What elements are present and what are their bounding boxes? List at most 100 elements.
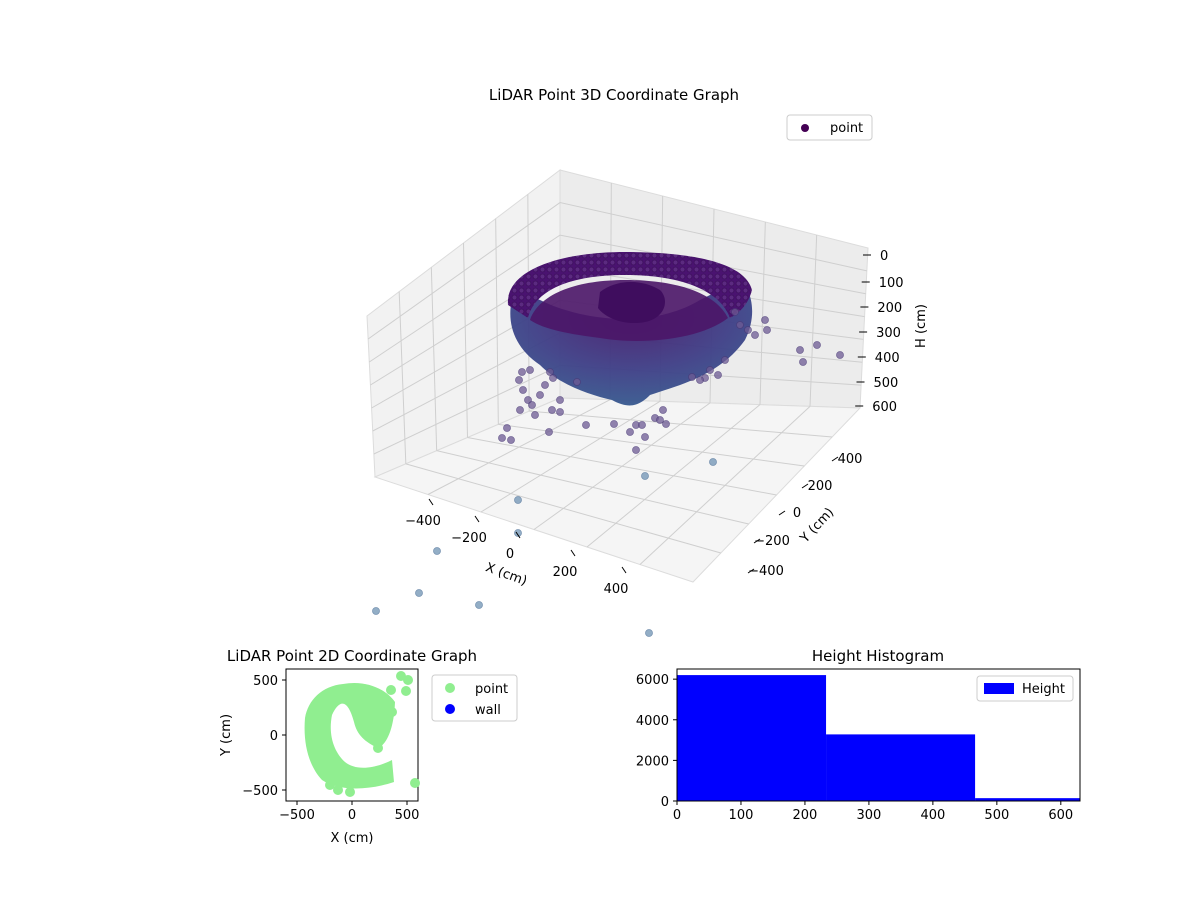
scatter-point-3d	[706, 366, 714, 374]
scatter-point-3d	[763, 326, 771, 334]
legend-3d-marker	[801, 124, 809, 132]
z-tick-label-3d: 600	[872, 400, 897, 415]
scatter-point-3d	[531, 411, 539, 419]
scatter-point-3d	[526, 366, 534, 374]
scatter-point-3d	[372, 607, 380, 615]
scatter-point-3d	[813, 341, 821, 349]
scatter-point-3d	[503, 424, 511, 432]
y-tick-label-3d: 400	[838, 452, 863, 467]
x-tick-label-hist: 200	[793, 808, 818, 823]
z-axis-3d: 0 100 200 300 400 500 600	[855, 249, 904, 415]
scatter-point-3d	[573, 378, 581, 386]
point-cloud-2d	[304, 671, 420, 797]
y-tick-label-hist: 0	[661, 795, 669, 810]
histogram: Height Histogram 0 100 200 300 400 500 6000200…	[636, 647, 1081, 823]
y-axis-3d: −400 −2000 200 400	[747, 452, 863, 579]
scatter-point-3d	[433, 547, 441, 555]
scatter-point-3d	[751, 331, 759, 339]
legend-3d: point	[786, 114, 873, 141]
y-tick-label-2d: 0	[270, 729, 278, 744]
x-tick-label-3d: 400	[604, 582, 629, 597]
scatter-point-3d	[536, 391, 544, 399]
scatter-point-3d	[696, 376, 704, 384]
y-tick-3d	[753, 538, 761, 544]
x-tick-label-2d: −500	[279, 808, 315, 823]
y-tick-label-2d: −500	[242, 784, 278, 799]
z-tick-label-3d: 500	[874, 376, 899, 391]
legend-2d: point wall	[431, 674, 518, 722]
scatter-point-3d	[688, 373, 696, 381]
scatter-point-3d	[475, 601, 483, 609]
scatter-point-3d	[514, 496, 522, 504]
scatter-point-3d	[799, 358, 807, 366]
scatter-point-3d	[641, 472, 649, 480]
histogram-bar	[677, 675, 827, 801]
scatter-3d-outliers	[372, 308, 844, 637]
y-axis-label-3d: Y (cm)	[797, 505, 837, 547]
histogram-frame	[676, 668, 1081, 802]
plot2d-title: LiDAR Point 2D Coordinate Graph	[227, 647, 477, 665]
scatter-point-3d	[556, 408, 564, 416]
scatter-point-3d	[659, 406, 667, 414]
plot2d-ylabel: Y (cm)	[219, 714, 234, 757]
x-tick-3d	[515, 531, 521, 539]
x-tick-3d	[428, 498, 434, 506]
grid-line	[463, 242, 468, 438]
y-tick-label-2d: 500	[253, 674, 278, 689]
x-tick-label-hist: 500	[984, 808, 1009, 823]
y-tick-label-hist: 4000	[636, 714, 669, 729]
y-tick-label-3d: 200	[808, 479, 833, 494]
bowl-rim	[507, 252, 752, 318]
x-tick-label-3d: 0	[506, 547, 514, 562]
scatter-point-3d	[638, 421, 646, 429]
legend-2d-marker-point	[445, 683, 455, 693]
scatter-point-3d	[519, 386, 527, 394]
x-tick-label-3d: −400	[405, 514, 441, 529]
plot2d-xlabel: X (cm)	[331, 831, 374, 846]
grid-line	[529, 410, 833, 438]
scatter-point-3d	[498, 434, 506, 442]
scatter-point-3d	[556, 396, 564, 404]
scatter-point-3d	[582, 421, 590, 429]
plot3d: LiDAR Point 3D Coordinate Graph	[366, 86, 929, 637]
scatter-point-3d	[731, 308, 739, 316]
legend-2d-label-point: point	[475, 682, 508, 697]
x-tick-3d	[621, 566, 627, 574]
grid-line	[398, 291, 407, 464]
histogram-bar	[975, 798, 1080, 801]
y-tick-label-3d: 0	[793, 506, 801, 521]
legend-2d-marker-wall	[445, 704, 455, 714]
x-tick-3d	[474, 515, 480, 523]
scatter-point-3d	[632, 446, 640, 454]
grid-line	[495, 218, 499, 425]
legend-hist: Height	[976, 675, 1074, 702]
scatter-point-3d	[656, 416, 664, 424]
y-tick-label-hist: 2000	[636, 754, 669, 769]
x-tick-label-3d: −200	[451, 531, 487, 546]
scatter-point-3d	[415, 589, 423, 597]
scatter-point-3d	[516, 406, 524, 414]
grid-line	[369, 234, 866, 363]
z-axis-label-3d: H (cm)	[914, 304, 929, 348]
scatter-point-3d	[626, 428, 634, 436]
scatter-point-3d	[541, 381, 549, 389]
x-axis-3d: −400 −200 0 200 400	[405, 498, 629, 597]
plot3d-title: LiDAR Point 3D Coordinate Graph	[489, 86, 739, 104]
scatter-point-3d	[714, 371, 722, 379]
plot2d: LiDAR Point 2D Coordinate Graph −500−500…	[219, 647, 518, 846]
histogram-title: Height Histogram	[812, 647, 944, 665]
scatter-point-3d	[662, 420, 670, 428]
y-tick-label-hist: 6000	[636, 673, 669, 688]
scatter-point-3d	[836, 351, 844, 359]
x-tick-label-hist: 100	[729, 808, 754, 823]
y-tick-label-3d: −400	[748, 564, 784, 579]
scatter-point-3d	[796, 346, 804, 354]
z-tick-label-3d: 200	[877, 301, 902, 316]
z-tick-label-3d: 0	[880, 249, 888, 264]
y-tick-3d	[801, 483, 809, 489]
axes-2d: −500−500 0 0 500 500	[242, 674, 419, 823]
x-tick-3d	[570, 549, 576, 557]
y-tick-label-3d: −200	[754, 534, 790, 549]
y-tick-3d	[778, 510, 786, 516]
